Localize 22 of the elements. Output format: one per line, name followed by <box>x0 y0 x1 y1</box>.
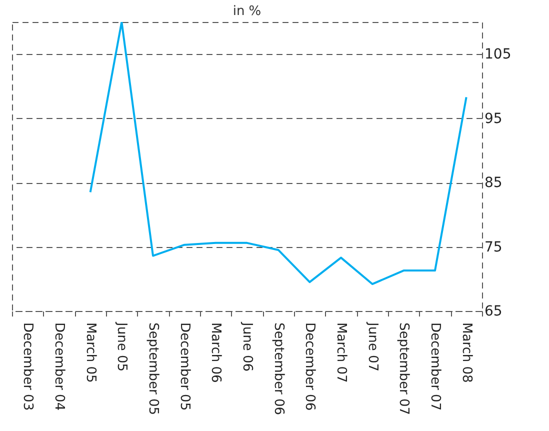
x-tick-label: December 05 <box>176 322 192 411</box>
y-tick-label: 75 <box>484 239 502 256</box>
x-tick-label: December 06 <box>302 322 318 411</box>
y-tick-label: 95 <box>484 110 502 127</box>
x-tick-label: June 07 <box>364 322 380 372</box>
x-tick-label: March 06 <box>208 322 224 383</box>
chart-title: in % <box>232 4 262 19</box>
y-tick-label: 85 <box>484 175 502 192</box>
x-tick-label: December 03 <box>20 322 36 411</box>
x-tick-label: June 05 <box>114 322 130 372</box>
y-tick-label: 105 <box>484 46 512 63</box>
x-tick-label: March 07 <box>334 322 348 383</box>
line-series <box>89 22 468 286</box>
x-tick-label: December 04 <box>52 322 66 411</box>
x-tick-label: March 05 <box>82 322 98 383</box>
x-tick-label: September 05 <box>146 322 160 416</box>
x-tick-label: March 08 <box>458 322 474 383</box>
x-tick-label: September 07 <box>396 322 412 416</box>
x-tick-label: December 07 <box>428 322 442 411</box>
x-tick-label: June 06 <box>240 322 254 372</box>
x-tick-label: September 06 <box>270 322 286 416</box>
y-tick-label: 65 <box>484 304 502 320</box>
